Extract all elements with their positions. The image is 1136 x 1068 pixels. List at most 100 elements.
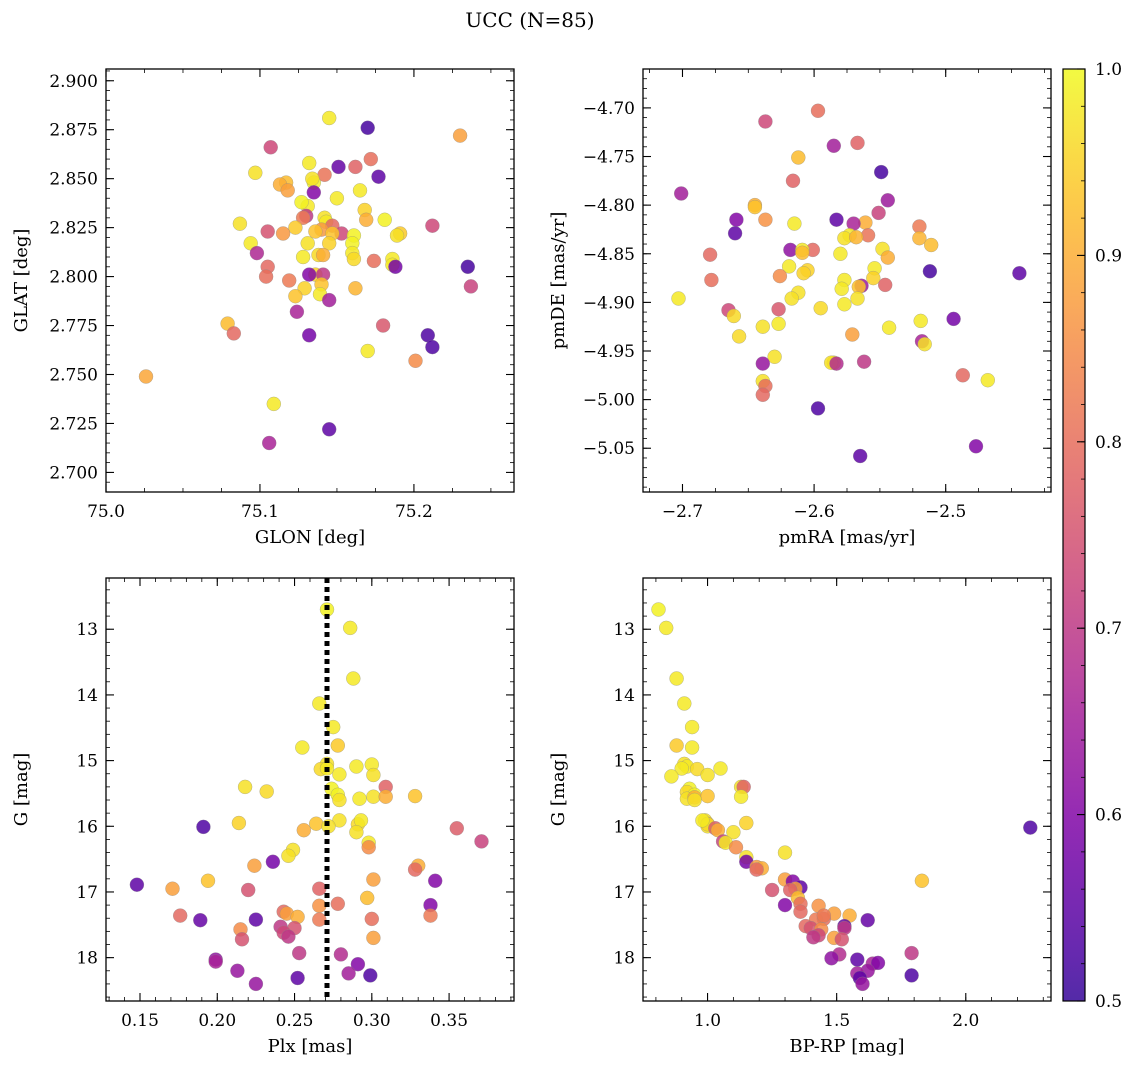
data-point — [288, 288, 303, 304]
data-point — [366, 930, 381, 946]
data-point — [850, 291, 865, 306]
data-point — [321, 110, 337, 126]
data-point — [249, 245, 265, 261]
data-point — [363, 968, 378, 983]
data-point — [771, 301, 786, 317]
data-point — [784, 291, 799, 306]
data-point — [860, 912, 875, 928]
x-axis-label: BP-RP [mag] — [789, 1036, 904, 1057]
y-tick-label: −4.75 — [583, 148, 635, 168]
data-point — [850, 952, 865, 967]
data-point — [349, 759, 364, 774]
data-point — [845, 327, 860, 342]
y-axis-label: G [mag] — [11, 753, 32, 826]
data-point — [870, 955, 886, 971]
data-point — [232, 216, 248, 231]
data-point — [291, 945, 307, 961]
data-point — [352, 183, 368, 198]
data-point — [248, 912, 264, 927]
x-tick-label: 75.0 — [87, 502, 125, 522]
data-point — [425, 218, 440, 233]
data-point — [301, 328, 317, 343]
data-point — [824, 951, 839, 966]
y-tick-label: −4.70 — [583, 99, 635, 119]
data-point — [295, 740, 310, 755]
data-point — [308, 816, 324, 831]
x-tick-label: −2.5 — [925, 502, 966, 522]
data-point — [474, 834, 489, 849]
y-tick-label: 13 — [76, 620, 98, 640]
data-point — [331, 159, 346, 175]
data-point — [361, 840, 376, 855]
data-point — [358, 212, 374, 228]
y-tick-label: 2.700 — [49, 463, 98, 483]
x-tick-label: 2.0 — [952, 1011, 979, 1031]
data-point — [359, 890, 375, 906]
data-point — [669, 671, 684, 686]
data-point — [733, 789, 749, 804]
data-point — [767, 349, 782, 365]
colorbar-frame — [1062, 68, 1086, 1002]
data-point — [290, 970, 305, 986]
y-tick-label: 2.750 — [49, 366, 98, 386]
data-point — [263, 140, 278, 155]
data-point — [728, 840, 744, 855]
data-point — [348, 281, 363, 296]
y-tick-label: 2.850 — [49, 170, 98, 190]
y-axis-label: pmDE [mas/yr] — [548, 212, 569, 350]
data-point — [755, 356, 771, 371]
data-point — [300, 236, 315, 251]
data-point — [856, 354, 872, 369]
data-point — [295, 210, 311, 226]
data-point — [259, 784, 274, 799]
data-point — [312, 881, 327, 896]
data-point — [281, 273, 297, 288]
data-point — [793, 904, 808, 919]
colorbar-tick-label: 0.6 — [1095, 806, 1122, 826]
data-point — [240, 882, 256, 898]
data-point — [880, 193, 896, 208]
data-point — [810, 103, 826, 119]
data-point — [341, 966, 356, 981]
data-point — [301, 155, 317, 171]
data-point — [260, 224, 275, 239]
y-tick-label: 2.875 — [49, 121, 98, 141]
x-tick-label: 0.35 — [430, 1011, 468, 1031]
data-point — [704, 272, 719, 288]
data-point — [463, 279, 479, 294]
data-point — [247, 858, 262, 873]
x-tick-label: 1.0 — [694, 1011, 721, 1031]
data-point — [352, 791, 367, 806]
data-point — [460, 259, 476, 275]
data-point — [922, 264, 938, 279]
y-tick-label: 2.775 — [49, 317, 98, 337]
data-point — [280, 183, 295, 198]
data-point — [332, 767, 347, 782]
data-point — [758, 212, 773, 227]
data-point — [371, 169, 386, 184]
data-point — [165, 881, 180, 896]
scatter-panels: 75.0 75.1 75.2 2.700 2.725 2.750 2.775 2.800 2.8… — [11, 68, 1052, 1057]
y-tick-label: 14 — [613, 686, 635, 706]
colorbar-tick-label: 0.8 — [1095, 433, 1122, 453]
minor-ticks — [106, 578, 514, 1001]
x-axis-label: Plx [mas] — [268, 1036, 353, 1057]
y-axis-label: GLAT [deg] — [11, 229, 32, 333]
data-point — [349, 824, 364, 840]
data-point — [826, 138, 842, 154]
y-tick-label: −4.95 — [583, 342, 635, 362]
data-point — [261, 435, 277, 451]
data-point — [332, 792, 347, 808]
data-point — [860, 228, 876, 243]
data-point — [771, 316, 786, 332]
data-point — [342, 620, 358, 636]
data-point — [677, 696, 692, 711]
data-point — [138, 369, 154, 384]
data-point — [305, 171, 320, 186]
data-point — [702, 247, 718, 262]
data-point — [407, 788, 423, 804]
data-point — [651, 602, 666, 617]
axes-frame — [642, 577, 1052, 1002]
data-point — [791, 150, 806, 165]
data-point — [781, 259, 797, 274]
